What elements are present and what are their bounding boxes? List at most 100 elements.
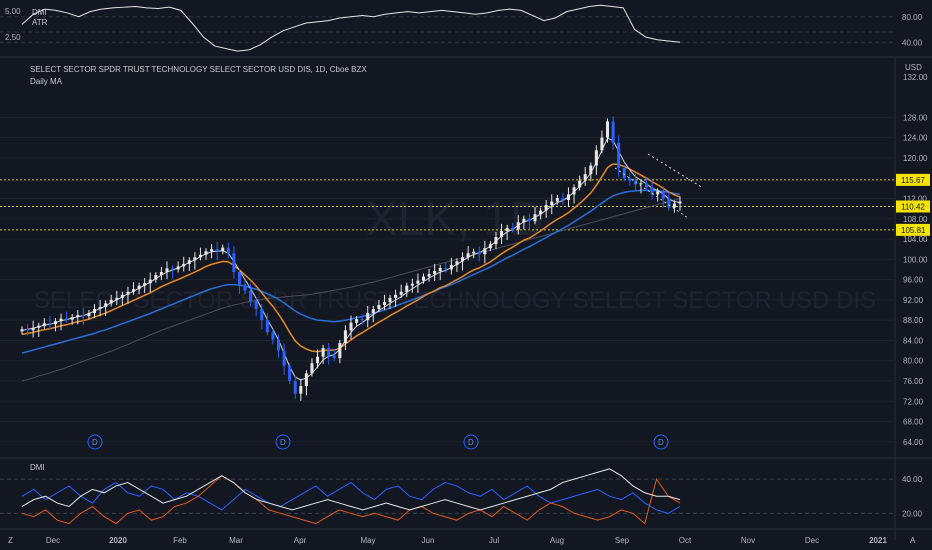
time-tick-label: Dec [805,536,819,545]
candle-body [371,309,375,314]
candle-body [449,264,453,270]
time-tick-label: Jul [489,536,499,545]
candle-body [154,275,158,280]
price-level-badge [896,173,930,186]
candle-body [260,309,264,321]
auto-scale-icon[interactable]: A [910,536,916,545]
candle-body [466,253,470,258]
candle-body [483,248,487,255]
candle-body [288,365,292,382]
candle-body [338,342,342,359]
candle-body [561,197,565,200]
candle-body [87,313,91,317]
price-tick-label: 64.00 [903,438,924,447]
candle-body [343,330,347,343]
price-level-badge [896,223,930,236]
dividend-marker-label: D [658,438,664,447]
time-tick-label: Aug [550,536,564,545]
price-tick-label: 68.00 [903,418,924,427]
time-tick-label: Sep [615,536,630,545]
upper-trendline[interactable] [647,153,704,189]
dmi-pane[interactable]: DMI 40.00 20.00 [0,457,932,525]
candle-body [539,210,543,215]
dividend-marker[interactable] [87,434,103,450]
candle-body [500,230,504,238]
time-axis[interactable]: Dec 2020 Feb Mar Apr May Jun Jul Aug Sep Oct Nov Dec… [0,528,932,545]
trendlines[interactable] [614,153,704,219]
price-tick-label: 112.00 [903,194,927,203]
price-pane[interactable]: XLK, 1D SELECT SECTOR SPDR TRUST TECHNOL… [0,57,930,540]
price-tick-label: 124.00 [903,134,928,143]
dmi-tick-label: 40.00 [902,475,923,484]
dmi-tick-label: 20.00 [902,509,923,518]
ma-long-line [21,197,681,382]
candle-body [555,197,559,202]
candle-body [282,350,286,366]
candle-body [438,267,442,271]
time-tick-label: Feb [173,536,187,545]
candle-body [299,386,303,394]
dmi-legend: DMI [30,463,45,472]
candle-body [405,285,409,292]
zoom-reset-icon[interactable]: Z [8,536,13,545]
candle-body [366,313,370,321]
candle-body [171,268,175,270]
candle-body [516,222,520,230]
candle-body [628,178,632,181]
price-tick-label: 104.00 [903,235,928,244]
candle-body [53,321,57,325]
candle-body [461,257,465,262]
top-pane-dmi-label: DMI [32,8,47,17]
candle-body [31,327,35,331]
candle-body [544,205,548,211]
candle-body [37,325,41,328]
candle-body [126,291,130,295]
candle-body [327,348,331,356]
dividend-marker[interactable] [653,434,669,450]
chart-title: SELECT SECTOR SPDR TRUST TECHNOLOGY SELE… [30,65,367,74]
candle-body [410,283,414,286]
candle-body [70,317,74,320]
time-tick-label: 2021 [869,536,887,545]
candle-body [20,329,24,332]
candle-body [611,121,615,143]
ma-legend: Daily MA [30,77,63,86]
candle-body [226,247,230,254]
candle-body [678,201,682,204]
candle-body [92,309,97,314]
candle-body [388,297,392,302]
dividend-marker[interactable] [275,434,291,450]
candle-body [249,290,253,301]
top-oscillator-pane[interactable]: DMI ATR 5.00 2.50 80.00 40.00 [0,4,932,58]
ma-mid-line [21,163,681,353]
candle-body [48,323,52,325]
candle-body [589,165,593,175]
dividend-marker-label: D [92,438,98,447]
dividend-marker[interactable] [463,434,479,450]
candle-body [143,283,147,286]
candle-body [349,322,353,331]
candle-body [533,214,537,222]
price-level-label: 105.81 [901,226,926,235]
candle-body [115,297,119,300]
time-tick-label: Oct [679,536,692,545]
dmi-series-line [21,481,681,514]
candle-body [639,183,643,185]
candle-body [159,272,163,276]
candle-body [254,300,258,310]
price-tick-top: 132.00 [903,73,928,82]
candle-body [26,329,30,331]
candle-body [232,253,236,272]
candle-body [427,274,431,277]
candle-body [215,249,219,252]
candle-body [176,266,180,270]
time-tick-label: May [360,536,375,545]
dividend-marker-label: D [280,438,286,447]
time-tick-label: Mar [229,536,243,545]
candle-body [672,203,676,208]
candle-body [187,260,191,264]
top-pane-atr-label: ATR [32,18,48,27]
candle-body [650,187,654,195]
price-tick-label: 76.00 [903,377,924,386]
